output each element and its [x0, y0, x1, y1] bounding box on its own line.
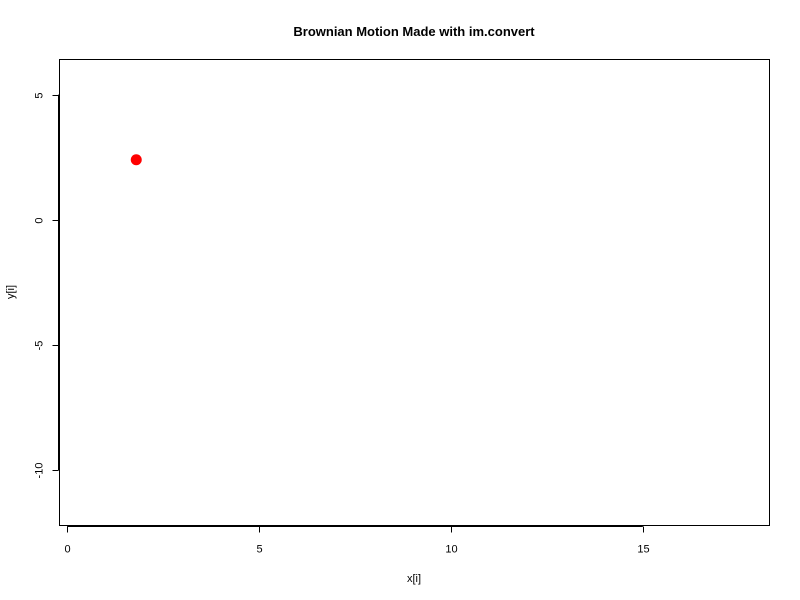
x-tick-label: 0 — [64, 544, 70, 556]
y-tick-label: -5 — [34, 341, 46, 351]
y-axis-label: y[i] — [5, 285, 17, 299]
x-axis-label: x[i] — [407, 573, 421, 585]
y-tick-label: 0 — [34, 217, 46, 223]
data-point — [130, 154, 142, 166]
x-tick-label: 10 — [445, 544, 457, 556]
y-tick-label: 5 — [34, 92, 46, 98]
x-tick-label: 5 — [256, 544, 262, 556]
y-axis: 5 0 -5 -10 — [34, 92, 59, 478]
y-tick-label: -10 — [34, 463, 46, 479]
data-points — [130, 154, 142, 166]
chart-title: Brownian Motion Made with im.convert — [293, 24, 535, 39]
x-axis: 0 5 10 15 — [64, 526, 650, 556]
x-tick-label: 15 — [637, 544, 649, 556]
plot-frame — [59, 59, 770, 526]
